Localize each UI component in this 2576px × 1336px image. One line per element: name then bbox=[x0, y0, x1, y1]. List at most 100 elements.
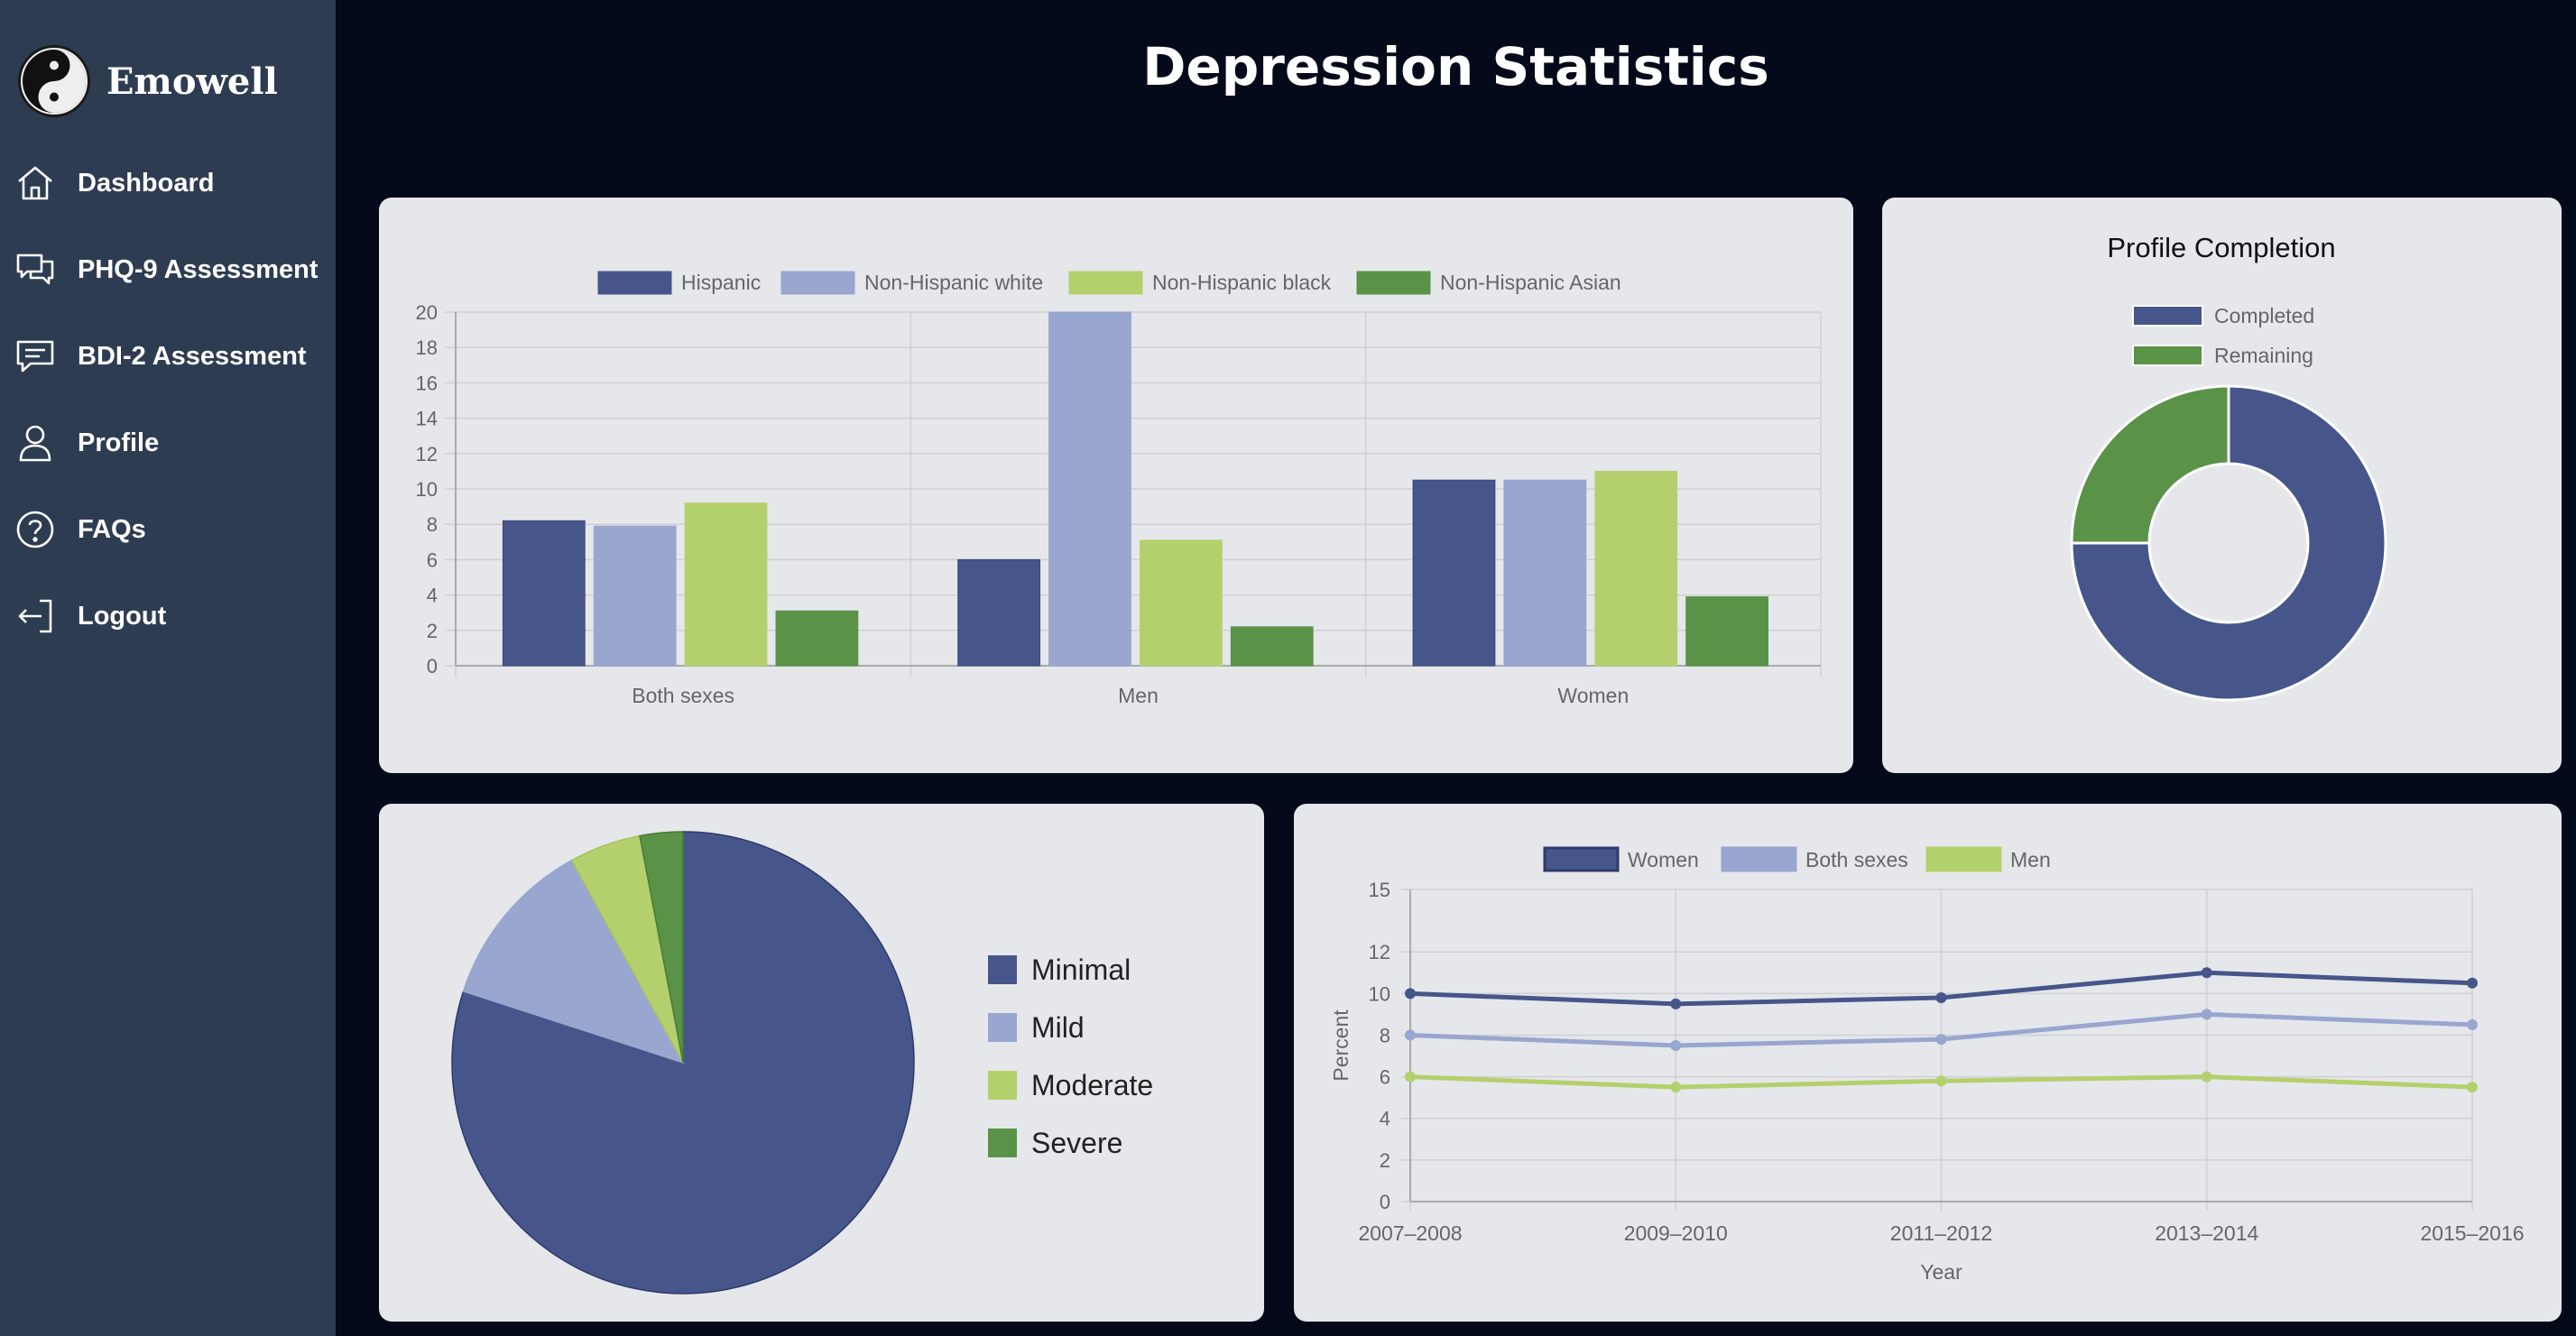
sidebar-item-label: BDI-2 Assessment bbox=[78, 341, 307, 371]
pie-slice bbox=[639, 831, 684, 1064]
sidebar: Emowell Dashboard PHQ-9 Assessment BDI-2… bbox=[0, 0, 336, 1336]
sidebar-item-dashboard[interactable]: Dashboard bbox=[0, 140, 336, 226]
x-tick-label: 2011–2012 bbox=[1890, 1221, 1992, 1245]
y-tick-label: 14 bbox=[416, 408, 438, 430]
y-tick-label: 10 bbox=[416, 478, 438, 501]
sidebar-item-logout[interactable]: Logout bbox=[0, 573, 336, 659]
brand[interactable]: Emowell bbox=[18, 45, 278, 117]
legend-swatch bbox=[1356, 271, 1431, 295]
legend-swatch bbox=[1543, 846, 1620, 872]
chart-title: Profile Completion bbox=[2107, 232, 2335, 263]
y-tick-label: 10 bbox=[1369, 982, 1390, 1005]
y-tick-label: 15 bbox=[1369, 879, 1390, 901]
line-chart-card: Women Both sexes Men 0 2 4 6 8 10 12 15 2007–2008 20… bbox=[1294, 804, 2562, 1322]
y-tick-label: 6 bbox=[1380, 1066, 1390, 1089]
legend-swatch bbox=[597, 271, 672, 295]
data-point bbox=[2201, 967, 2212, 979]
brand-name: Emowell bbox=[106, 60, 278, 103]
home-icon bbox=[18, 166, 52, 200]
data-point bbox=[1405, 988, 1416, 1000]
question-circle-icon bbox=[16, 511, 54, 548]
y-tick-label: 16 bbox=[416, 372, 438, 394]
legend-swatch bbox=[1925, 846, 2002, 872]
sidebar-nav: Dashboard PHQ-9 Assessment BDI-2 Assessm… bbox=[0, 140, 336, 659]
bar bbox=[1140, 539, 1223, 667]
bar bbox=[593, 525, 677, 667]
data-point bbox=[1405, 1029, 1416, 1041]
page-title: Depression Statistics bbox=[1142, 36, 1769, 97]
y-tick-label: 0 bbox=[427, 655, 438, 677]
sidebar-item-bdi2[interactable]: BDI-2 Assessment bbox=[0, 313, 336, 400]
bar bbox=[1594, 470, 1678, 667]
bar-chart-card: Hispanic Non-Hispanic white Non-Hispanic b… bbox=[379, 198, 1853, 773]
legend-swatch bbox=[1721, 846, 1797, 872]
pie-chart-card: Minimal Mild Moderate Severe bbox=[379, 804, 1264, 1322]
pie-slice bbox=[451, 831, 915, 1295]
legend-label: Remaining bbox=[2214, 344, 2313, 367]
x-tick-label: Both sexes bbox=[632, 684, 734, 707]
message-lines-icon bbox=[16, 340, 54, 373]
doughnut-slice bbox=[2070, 384, 2387, 702]
yin-yang-logo-icon bbox=[18, 45, 90, 117]
bar bbox=[502, 520, 586, 667]
legend-swatch bbox=[2132, 345, 2203, 366]
legend-swatch bbox=[2132, 305, 2203, 327]
data-point bbox=[1935, 1075, 1947, 1087]
y-tick-label: 4 bbox=[1380, 1108, 1390, 1130]
x-tick-label: Men bbox=[1118, 684, 1159, 707]
user-icon bbox=[19, 425, 51, 462]
chat-bubbles-icon bbox=[16, 253, 54, 285]
doughnut-chart-card: Profile Completion Completed Remaining bbox=[1882, 198, 2562, 773]
x-tick-label: Women bbox=[1557, 684, 1629, 707]
x-tick-label: 2009–2010 bbox=[1624, 1221, 1728, 1245]
y-tick-label: 0 bbox=[1380, 1191, 1390, 1213]
sidebar-item-label: Logout bbox=[78, 601, 167, 631]
y-axis-label: Percent bbox=[1329, 1009, 1353, 1082]
data-point bbox=[1935, 1034, 1947, 1046]
legend-swatch bbox=[780, 271, 855, 295]
legend-swatch bbox=[1068, 271, 1143, 295]
legend-label: Severe bbox=[1031, 1127, 1122, 1159]
y-tick-label: 2 bbox=[1380, 1149, 1390, 1172]
y-tick-label: 2 bbox=[427, 620, 438, 642]
legend-label: Non-Hispanic white bbox=[864, 271, 1043, 294]
legend-label: Completed bbox=[2214, 304, 2314, 327]
legend-label: Women bbox=[1628, 848, 1699, 871]
y-tick-label: 12 bbox=[416, 443, 438, 465]
legend-label: Hispanic bbox=[681, 271, 761, 294]
data-point bbox=[2201, 1009, 2212, 1020]
sidebar-item-label: FAQs bbox=[78, 514, 146, 544]
legend-swatch bbox=[988, 1129, 1017, 1157]
legend-swatch bbox=[988, 1013, 1017, 1042]
legend-label: Both sexes bbox=[1805, 848, 1908, 871]
data-point bbox=[2467, 1082, 2478, 1093]
bar bbox=[1503, 479, 1587, 667]
x-tick-label: 2015–2016 bbox=[2420, 1221, 2524, 1245]
y-tick-label: 18 bbox=[416, 336, 438, 359]
legend-swatch bbox=[988, 955, 1017, 984]
y-tick-label: 20 bbox=[416, 301, 438, 324]
bar bbox=[684, 502, 768, 667]
sidebar-item-label: Dashboard bbox=[78, 168, 215, 198]
doughnut-slice bbox=[2070, 384, 2230, 545]
data-point bbox=[1935, 991, 1947, 1003]
legend-label: Minimal bbox=[1031, 954, 1131, 986]
sidebar-item-faqs[interactable]: FAQs bbox=[0, 486, 336, 573]
sidebar-item-phq9[interactable]: PHQ-9 Assessment bbox=[0, 226, 336, 313]
legend-label: Non-Hispanic black bbox=[1152, 271, 1332, 294]
data-point bbox=[1670, 998, 1682, 1009]
sidebar-item-label: PHQ-9 Assessment bbox=[78, 254, 319, 284]
pie-slice bbox=[462, 859, 685, 1064]
legend-swatch bbox=[988, 1071, 1017, 1100]
line-chart: Women Both sexes Men 0 2 4 6 8 10 12 15 2007–2008 20… bbox=[1329, 846, 2525, 1284]
bar bbox=[1230, 626, 1314, 667]
x-axis-label: Year bbox=[1920, 1260, 1962, 1284]
data-point bbox=[1405, 1071, 1416, 1083]
sidebar-item-profile[interactable]: Profile bbox=[0, 400, 336, 486]
bar bbox=[775, 610, 859, 667]
legend-label: Mild bbox=[1031, 1011, 1085, 1044]
x-tick-label: 2013–2014 bbox=[2155, 1221, 2258, 1245]
data-point bbox=[2467, 1018, 2478, 1030]
legend-label: Men bbox=[2010, 848, 2051, 871]
y-tick-label: 8 bbox=[427, 513, 438, 536]
